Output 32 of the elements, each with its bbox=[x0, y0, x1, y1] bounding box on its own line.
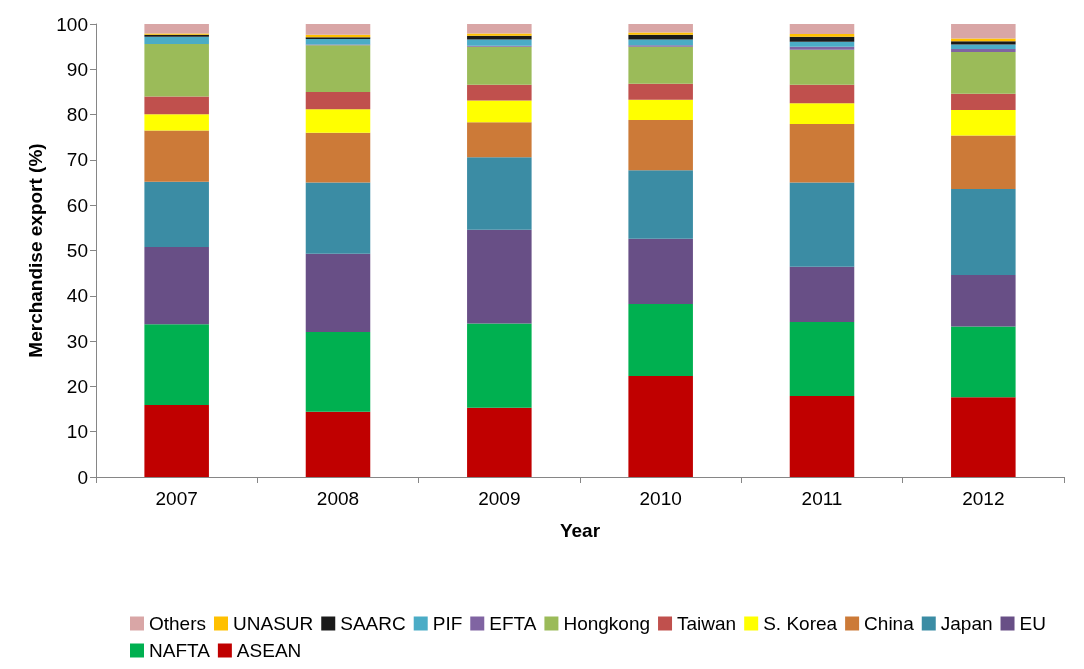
y-axis-title: Merchandise export (%) bbox=[25, 143, 47, 358]
y-tick-label: 70 bbox=[66, 149, 88, 171]
x-tick-label: 2008 bbox=[316, 488, 360, 509]
legend-label: EFTA bbox=[489, 613, 537, 634]
legend-label: Hongkong bbox=[563, 613, 651, 634]
legend-label: NAFTA bbox=[149, 640, 211, 661]
x-tick-label: 2007 bbox=[155, 488, 198, 509]
legend-label: EU bbox=[1019, 613, 1046, 634]
legend-label: Japan bbox=[940, 613, 993, 634]
x-tick-label: 2009 bbox=[478, 488, 521, 509]
y-tick-label: 30 bbox=[66, 330, 88, 352]
legend-label: ASEAN bbox=[236, 640, 302, 661]
legend-label: PIF bbox=[432, 613, 463, 634]
legend-label: Others bbox=[149, 613, 207, 634]
x-tick-label: 2010 bbox=[639, 488, 682, 509]
y-tick-label: 50 bbox=[66, 240, 88, 261]
y-tick-label: 40 bbox=[66, 285, 88, 307]
y-tick-label: 60 bbox=[66, 194, 88, 216]
y-tick-label: 20 bbox=[66, 375, 88, 397]
legend-label: S. Korea bbox=[763, 613, 838, 634]
legend-label: SAARC bbox=[340, 613, 406, 634]
legend-label: Taiwan bbox=[677, 613, 737, 634]
x-axis-title: Year bbox=[559, 520, 601, 541]
legend-label: UNASUR bbox=[233, 613, 314, 634]
legend-label: China bbox=[864, 613, 915, 634]
y-tick-label: 100 bbox=[56, 13, 88, 35]
y-tick-label: 0 bbox=[77, 466, 88, 488]
x-tick-label: 2011 bbox=[801, 488, 843, 509]
x-tick-label: 2012 bbox=[962, 488, 1005, 509]
y-tick-label: 80 bbox=[66, 104, 88, 126]
y-tick-label: 10 bbox=[66, 421, 88, 443]
y-tick-label: 90 bbox=[66, 58, 88, 80]
